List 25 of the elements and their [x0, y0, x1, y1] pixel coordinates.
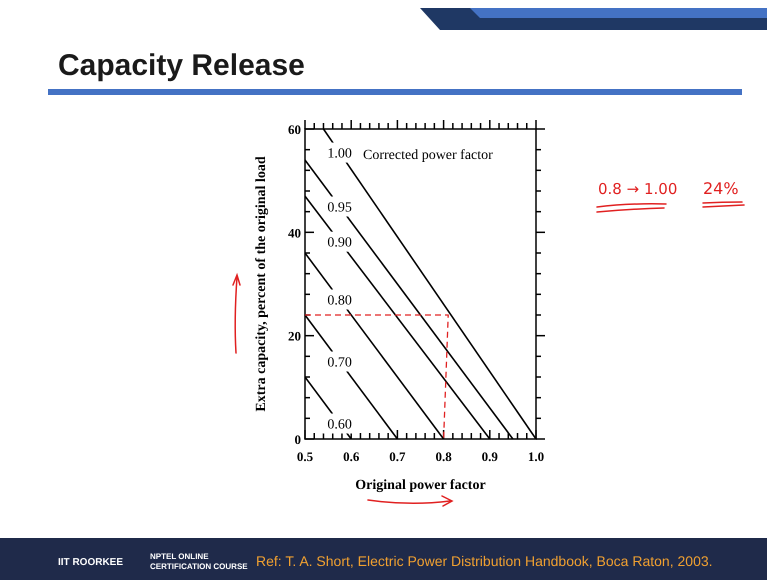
text: Ref: T. A. Short, Electric Power Distribution Handbook, Boca Raton, 2003. — [256, 553, 713, 569]
y-axis-title: Extra capacity, percent of the original load — [254, 156, 269, 412]
y-tick-label: 60 — [288, 122, 301, 137]
x-tick-label: 0.5 — [296, 449, 314, 464]
x-tick-label: 0.7 — [389, 449, 406, 464]
series-label: 0.60 — [327, 418, 352, 432]
series-label: 1.00 — [327, 146, 352, 162]
series-label: 0.90 — [327, 236, 352, 251]
x-tick-label: 0.8 — [435, 449, 452, 464]
chart-title: Capacity Release — [58, 49, 305, 82]
text: NPTEL ONLINE CERTIFICATION COURSE — [150, 552, 248, 571]
x-tick-label: 0.6 — [343, 449, 360, 464]
y-tick-label: 20 — [288, 328, 301, 344]
series-label: 0.80 — [327, 294, 352, 308]
x-tick-label: 1.0 — [528, 449, 544, 464]
text: IIT ROORKEE — [58, 557, 124, 568]
y-tick-label: 40 — [288, 225, 301, 240]
text: 0.8 → 1.00 — [598, 180, 678, 198]
legend-title: Corrected power factor — [363, 148, 494, 163]
series-label: 0.70 — [327, 356, 352, 370]
x-tick-label: 0.9 — [482, 449, 498, 464]
y-tick-label: 0 — [294, 432, 301, 447]
series-label: 0.95 — [327, 200, 352, 216]
text: 24% — [703, 179, 739, 198]
x-axis-title: Original power factor — [355, 478, 486, 493]
